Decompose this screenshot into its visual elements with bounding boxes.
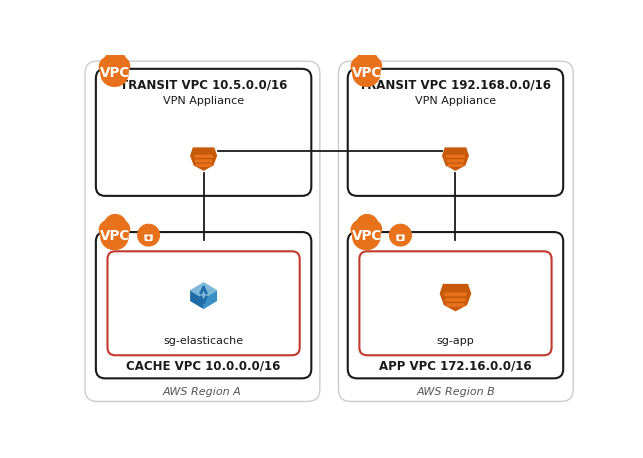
FancyBboxPatch shape [195,164,212,167]
Circle shape [356,214,378,236]
FancyBboxPatch shape [338,61,574,402]
Text: sg-app: sg-app [437,336,475,346]
FancyBboxPatch shape [96,69,311,196]
FancyBboxPatch shape [145,234,152,241]
FancyBboxPatch shape [107,251,300,355]
FancyBboxPatch shape [446,303,465,307]
Circle shape [104,51,126,73]
FancyBboxPatch shape [444,293,467,296]
Text: TRANSIT VPC 10.5.0.0/16: TRANSIT VPC 10.5.0.0/16 [120,78,287,91]
FancyBboxPatch shape [359,251,552,355]
Text: sg-elasticache: sg-elasticache [163,336,244,346]
Circle shape [101,60,127,86]
Circle shape [356,51,378,73]
Circle shape [363,220,381,238]
Text: VPN Appliance: VPN Appliance [415,96,496,106]
FancyBboxPatch shape [447,159,464,163]
Polygon shape [440,284,471,311]
Text: VPC: VPC [352,229,382,243]
Text: TRANSIT VPC 192.168.0.0/16: TRANSIT VPC 192.168.0.0/16 [359,78,552,91]
Text: AWS Region B: AWS Region B [417,387,495,397]
Circle shape [102,60,128,86]
Circle shape [111,57,130,75]
Circle shape [363,57,381,75]
Text: AWS Region A: AWS Region A [163,387,242,397]
Circle shape [353,224,379,250]
Circle shape [104,214,126,236]
Circle shape [351,57,371,76]
FancyBboxPatch shape [396,234,404,241]
Circle shape [351,220,371,240]
Circle shape [399,236,402,239]
FancyBboxPatch shape [446,155,465,158]
Circle shape [390,224,412,246]
Text: VPC: VPC [352,65,382,80]
Polygon shape [191,148,217,170]
Polygon shape [191,283,217,298]
Text: VPC: VPC [100,65,131,80]
FancyBboxPatch shape [448,164,464,167]
Text: VPC: VPC [100,229,131,243]
FancyBboxPatch shape [348,232,563,378]
Circle shape [111,220,130,238]
Circle shape [353,60,379,86]
Circle shape [101,224,127,250]
Circle shape [102,224,128,250]
FancyBboxPatch shape [446,298,466,301]
Polygon shape [204,290,217,308]
Circle shape [354,60,380,86]
Text: VPN Appliance: VPN Appliance [163,96,244,106]
Polygon shape [442,148,468,170]
Text: CACHE VPC 10.0.0.0/16: CACHE VPC 10.0.0.0/16 [127,359,281,372]
Circle shape [147,236,150,239]
Polygon shape [191,290,204,308]
FancyBboxPatch shape [194,155,213,158]
FancyBboxPatch shape [195,159,212,163]
Circle shape [138,224,159,246]
Circle shape [100,220,119,240]
Circle shape [354,224,380,250]
FancyBboxPatch shape [85,61,320,402]
FancyBboxPatch shape [96,232,311,378]
Text: APP VPC 172.16.0.0/16: APP VPC 172.16.0.0/16 [379,359,532,372]
FancyBboxPatch shape [348,69,563,196]
Circle shape [100,57,119,76]
